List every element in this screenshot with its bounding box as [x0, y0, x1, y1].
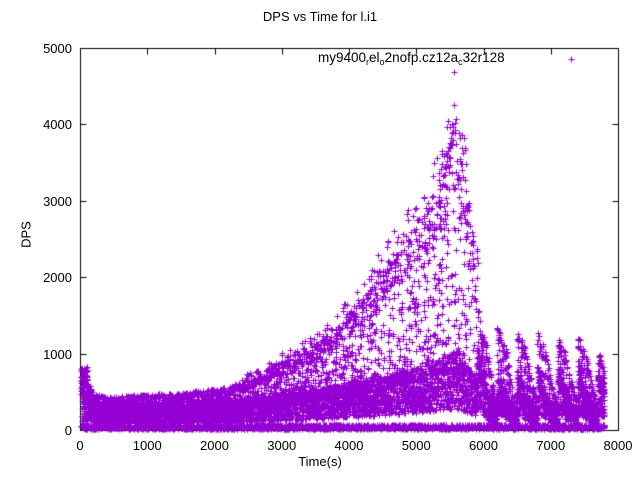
x-tick-label: 0 [76, 438, 84, 453]
x-tick-label: 3000 [267, 438, 297, 453]
legend-subscript: o [379, 57, 385, 67]
legend-text: my9400 [318, 50, 367, 65]
legend-text: 32r128 [462, 50, 505, 65]
y-tick-label: 3000 [43, 193, 72, 209]
y-tick-label: 1000 [43, 346, 72, 362]
x-tick-label: 2000 [200, 438, 229, 453]
y-tick-label: 0 [64, 423, 72, 438]
x-tick-label: 4000 [334, 438, 364, 453]
legend-subscript: c [458, 57, 463, 67]
y-axis-title: DPS [18, 221, 34, 248]
y-tick-label: 2000 [43, 270, 72, 286]
legend-series-label: my9400relo2nofp.cz12ac32r128 [318, 50, 505, 67]
x-tick-label: 6000 [469, 438, 498, 453]
y-tick-label: 5000 [43, 41, 72, 56]
x-tick-label: 5000 [401, 438, 431, 453]
x-tick-label: 8000 [603, 438, 633, 453]
y-tick-label: 4000 [43, 117, 72, 133]
legend-subscript: r [366, 57, 370, 67]
x-tick-label: 7000 [536, 438, 566, 453]
x-tick-label: 1000 [132, 438, 162, 453]
legend-text: 2nofp.cz12a [384, 50, 459, 65]
chart-title: DPS vs Time for l.i1 [262, 9, 378, 24]
legend-text: el [369, 50, 380, 65]
x-axis-title: Time(s) [298, 454, 342, 469]
